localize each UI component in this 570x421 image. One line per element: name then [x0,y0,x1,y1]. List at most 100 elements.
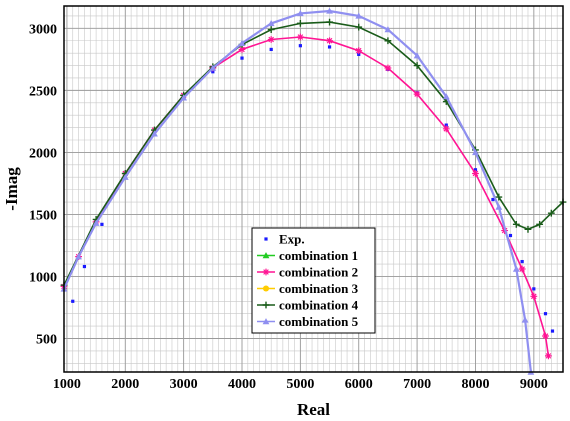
data-point [296,33,304,41]
data-point [269,47,273,52]
data-point [240,56,244,60]
legend-swatch-marker [262,252,270,259]
data-point [327,45,332,49]
y-tick-labels: 500 1000 1500 2000 2500 3000 [29,22,57,347]
legend-swatch-marker [262,318,270,325]
data-point [472,170,479,177]
data-point [530,292,538,300]
y-tick-label: 3000 [29,22,57,37]
data-point [298,44,302,48]
data-point [547,209,555,217]
x-tick-label: 7000 [403,377,431,392]
legend-label: Exp. [279,232,305,247]
data-point [75,253,82,260]
data-point [92,219,100,226]
y-axis-label: -Imag [2,167,21,211]
legend-label: combination 4 [279,298,359,313]
data-point [238,46,246,53]
y-tick-label: 2000 [29,146,57,161]
data-point [413,62,421,69]
legend-swatch-marker [264,237,268,241]
data-point [267,26,275,33]
data-point [384,37,392,45]
data-point [472,149,479,156]
data-point [121,173,129,180]
legend-entry: combination 4 [257,298,359,313]
legend-entry: combination 1 [257,248,358,263]
legend-label: combination 2 [279,265,358,280]
data-point [532,287,536,291]
data-point [355,12,363,19]
data-point [151,130,158,137]
data-point [82,264,87,269]
y-tick-label: 1500 [29,208,57,223]
series-layer [60,7,567,375]
data-point [326,37,333,45]
data-point [550,329,555,333]
data-point [326,7,333,14]
legend-label: combination 1 [279,248,358,263]
data-point [495,193,503,201]
data-point [491,197,495,202]
x-tick-label: 2000 [111,377,139,392]
data-point [357,52,361,56]
data-point [180,94,188,101]
data-point [413,90,421,98]
data-point [71,299,75,303]
y-tick-label: 500 [36,333,57,348]
data-point [518,265,526,273]
major-grid [64,6,563,372]
y-tick-label: 1000 [29,270,57,285]
data-point [495,203,503,210]
data-point [442,93,450,100]
data-point [512,265,520,272]
data-point [238,39,246,46]
x-tick-label: 9000 [520,377,548,392]
data-point [384,64,392,72]
data-point [209,64,217,71]
data-point [326,18,333,26]
legend-swatch-marker [262,301,270,309]
legend-box [251,227,376,334]
data-point [444,123,448,127]
legend-swatch-marker [262,268,270,276]
data-point [545,352,552,360]
data-point [296,10,304,17]
data-point [296,19,304,27]
data-point [355,47,363,55]
data-point [520,259,524,264]
data-point [211,70,215,74]
legend-swatch-marker [262,285,270,292]
legend-entry: combination 3 [257,281,359,296]
data-point [384,26,392,33]
data-point [267,36,275,43]
legend-entry: combination 2 [257,265,358,280]
x-tick-label: 5000 [286,377,314,392]
data-point [355,23,363,31]
data-point [521,316,529,323]
legend-entry: combination 5 [257,314,359,329]
x-tick-label: 3000 [170,377,198,392]
data-point [512,220,520,228]
legend-entry: Exp. [264,232,305,247]
data-point [542,332,549,340]
legend-label: combination 3 [279,281,359,296]
y-tick-label: 2500 [29,84,57,99]
legend-label: combination 5 [279,314,359,329]
x-tick-label: 6000 [345,377,373,392]
x-tick-label: 8000 [461,377,489,392]
x-tick-label: 4000 [228,377,256,392]
x-axis-label: Real [297,400,330,419]
data-point [536,220,544,228]
data-point [267,19,275,27]
data-point [473,168,478,172]
data-point [413,52,421,59]
series-line [62,9,532,373]
x-tick-label: 1000 [53,377,81,392]
data-point [100,222,104,226]
x-tick-labels: 1000 2000 3000 4000 5000 6000 7000 8000 9000 [53,377,548,392]
series-6 [60,7,535,375]
data-point [442,125,450,133]
